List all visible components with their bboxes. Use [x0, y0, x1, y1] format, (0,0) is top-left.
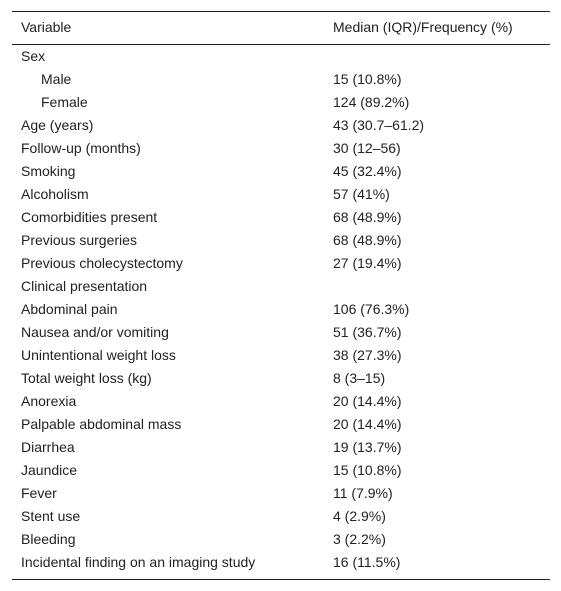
- row-label: Anorexia: [21, 393, 77, 409]
- row-value: 57 (41%): [333, 186, 390, 202]
- row-value: 51 (36.7%): [333, 324, 402, 340]
- row-value: 68 (48.9%): [333, 209, 402, 225]
- row-label: Clinical presentation: [21, 278, 148, 294]
- row-label: Comorbidities present: [21, 209, 158, 225]
- row-label: Diarrhea: [21, 439, 75, 455]
- row-label: Age (years): [21, 117, 94, 133]
- row-value: 38 (27.3%): [333, 347, 402, 363]
- header-cell: Variable: [21, 19, 72, 35]
- row-label: Abdominal pain: [21, 301, 118, 317]
- sub-row-value: 15 (10.8%): [333, 71, 402, 87]
- row-label: Fever: [21, 485, 57, 501]
- sub-row-label: Male: [41, 71, 72, 87]
- row-value: 20 (14.4%): [333, 416, 402, 432]
- row-label: Previous surgeries: [21, 232, 137, 248]
- row-label: Incidental finding on an imaging study: [21, 554, 256, 570]
- row-label: Alcoholism: [21, 186, 89, 202]
- row-label: Palpable abdominal mass: [21, 416, 182, 432]
- row-label: Previous cholecystectomy: [21, 255, 183, 271]
- row-label: Bleeding: [21, 531, 76, 547]
- sub-row-value: 124 (89.2%): [333, 94, 410, 110]
- row-value: 16 (11.5%): [333, 554, 401, 570]
- row-label: Stent use: [21, 508, 81, 524]
- header-rule: [12, 44, 550, 45]
- row-label: Nausea and/or vomiting: [21, 324, 169, 340]
- row-value: 19 (13.7%): [333, 439, 402, 455]
- row-value: 20 (14.4%): [333, 393, 402, 409]
- row-label: Follow-up (months): [21, 140, 141, 156]
- row-label: Jaundice: [21, 462, 78, 478]
- top-rule: [12, 11, 550, 12]
- row-label: Sex: [21, 48, 46, 64]
- row-label: Total weight loss (kg): [21, 370, 152, 386]
- bottom-rule: [12, 579, 550, 580]
- row-value: 15 (10.8%): [333, 462, 402, 478]
- row-value: 11 (7.9%): [333, 485, 393, 501]
- row-value: 68 (48.9%): [333, 232, 402, 248]
- row-value: 45 (32.4%): [333, 163, 402, 179]
- row-value: 30 (12–56): [333, 140, 401, 156]
- row-value: 106 (76.3%): [333, 301, 410, 317]
- row-label: Unintentional weight loss: [21, 347, 176, 363]
- row-label: Smoking: [21, 163, 76, 179]
- row-value: 8 (3–15): [333, 370, 386, 386]
- row-value: 27 (19.4%): [333, 255, 402, 271]
- header-cell: Median (IQR)/Frequency (%): [333, 19, 513, 35]
- row-value: 3 (2.2%): [333, 531, 386, 547]
- row-value: 43 (30.7–61.2): [333, 117, 425, 133]
- sub-row-label: Female: [41, 94, 88, 110]
- row-value: 4 (2.9%): [333, 508, 386, 524]
